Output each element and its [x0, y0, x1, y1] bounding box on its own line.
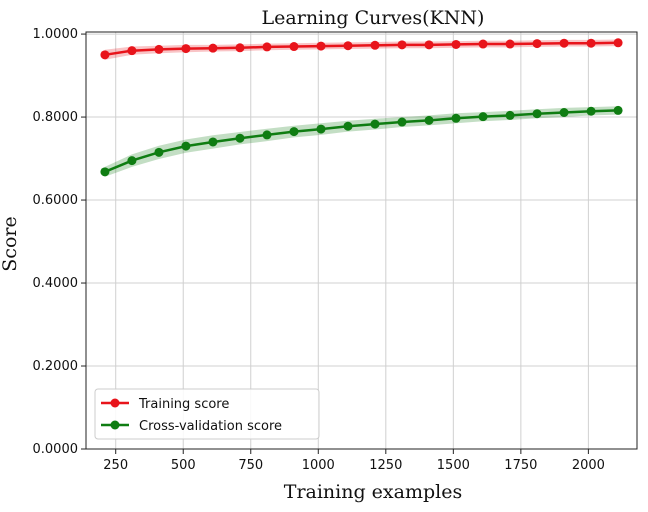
x-axis-label: Training examples	[284, 481, 462, 503]
legend-swatch-marker	[110, 398, 120, 408]
y-tick-label: 1.0000	[33, 27, 79, 42]
series-1-point	[397, 117, 407, 127]
series-0-point	[559, 38, 569, 48]
series-1-point	[478, 112, 488, 122]
series-1-point	[424, 115, 434, 125]
series-1-point	[316, 124, 326, 134]
x-tick-label: 1000	[302, 458, 335, 473]
x-tick-label: 750	[238, 458, 263, 473]
series-0-point	[181, 44, 191, 54]
y-tick-label: 0.0000	[33, 442, 79, 457]
series-1-point	[586, 106, 596, 116]
y-tick-label: 0.2000	[33, 359, 79, 374]
series-1-point	[235, 133, 245, 143]
series-0-point	[316, 41, 326, 51]
series-0-point	[289, 42, 299, 52]
series-1-point	[370, 119, 380, 129]
series-0-point	[586, 38, 596, 48]
series-0-point	[478, 39, 488, 49]
x-tick-label: 2000	[572, 458, 605, 473]
chart-title: Learning Curves(KNN)	[262, 7, 485, 29]
series-0-point	[343, 41, 353, 51]
series-0-point	[235, 43, 245, 53]
y-tick-label: 0.8000	[33, 110, 79, 125]
series-0-point	[424, 40, 434, 50]
x-tick-label: 1500	[437, 458, 470, 473]
series-0-point	[262, 42, 272, 52]
series-0-point	[154, 44, 164, 54]
series-0-point	[505, 39, 515, 49]
y-tick-label: 0.4000	[33, 276, 79, 291]
series-0-point	[208, 43, 218, 53]
y-tick-label: 0.6000	[33, 193, 79, 208]
series-1-point	[532, 109, 542, 119]
series-0-point	[127, 46, 137, 56]
series-1-point	[289, 127, 299, 137]
series-1-point	[100, 167, 110, 177]
series-1-point	[154, 147, 164, 157]
series-1-point	[181, 141, 191, 151]
series-0-point	[613, 38, 623, 48]
series-0-point	[397, 40, 407, 50]
x-tick-label: 1250	[369, 458, 402, 473]
series-0-point	[100, 50, 110, 60]
y-axis-label: Score	[0, 216, 21, 271]
x-tick-label: 500	[171, 458, 196, 473]
series-lines	[100, 38, 623, 177]
x-axis-ticks: 250 500 750 1000 1250 1500 1750 2000	[103, 449, 605, 473]
legend-entry-label: Training score	[138, 397, 229, 412]
x-tick-label: 250	[103, 458, 128, 473]
series-0-point	[532, 39, 542, 49]
legend-swatch-marker	[110, 420, 120, 430]
series-1-point	[451, 113, 461, 123]
series-1-point	[127, 156, 137, 166]
plot-frame	[85, 31, 638, 450]
y-axis-ticks: 0.0000 0.2000 0.4000 0.6000 0.8000 1.0000	[33, 27, 86, 457]
legend-box	[94, 388, 320, 440]
x-tick-label: 1750	[504, 458, 537, 473]
series-1-point	[262, 130, 272, 140]
series-1-point	[559, 107, 569, 117]
series-1-point	[505, 110, 515, 120]
series-1-point	[343, 121, 353, 131]
series-1-point	[613, 105, 623, 115]
legend-entry-label: Cross-validation score	[139, 419, 282, 434]
series-0-point	[370, 40, 380, 50]
series-0-point	[451, 39, 461, 49]
legend: Training score Cross-validation score	[94, 388, 320, 440]
series-1-point	[208, 137, 218, 147]
